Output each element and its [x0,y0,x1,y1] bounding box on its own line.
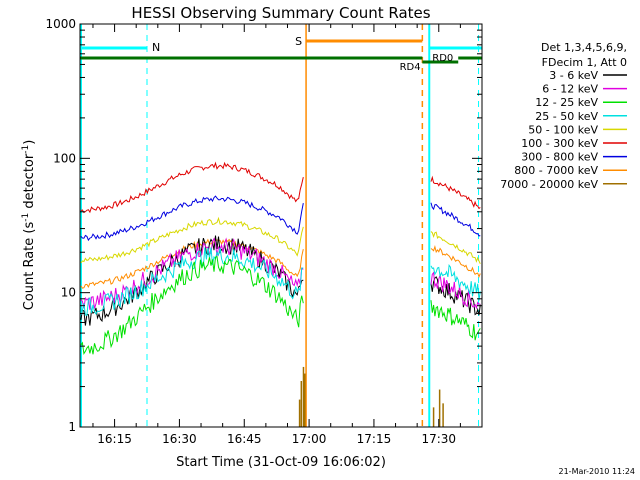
flag-bars: N S RD0 RD4 [80,24,482,427]
footer-date: 21-Mar-2010 11:24 [559,467,636,476]
x-tick-label: 17:00 [292,432,327,446]
x-tick-label: 17:30 [421,432,456,446]
legend-label: 300 - 800 keV [521,151,598,164]
y-label-sup: -1 [21,213,31,222]
series-line-early [80,235,304,326]
x-tick-label: 17:15 [357,432,392,446]
series-line-early [80,238,304,289]
series-line-late [430,271,481,310]
legend-label: 50 - 100 keV [528,123,598,136]
legend-label: 12 - 25 keV [535,96,598,109]
legend-label: 100 - 300 keV [521,137,598,150]
series-line-early [80,161,304,214]
rd4-label: RD4 [400,62,421,73]
x-tick-label: 16:45 [227,432,262,446]
legend-header: Det 1,3,4,5,6,9, [541,41,627,54]
legend-label: 3 - 6 keV [549,69,598,82]
y-axis-label: Count Rate (s-1 detector-1) [21,140,37,311]
series-line-late [430,245,481,279]
y-tick-label: 1000 [45,17,76,31]
legend-label: 7000 - 20000 keV [500,178,598,191]
legend: Det 1,3,4,5,6,9, FDecim 1, Att 0 3 - 6 k… [500,41,627,191]
legend-label: 6 - 12 keV [542,83,598,96]
y-tick-label: 100 [53,151,76,165]
series-line-late [430,202,481,237]
x-tick-label: 16:15 [97,432,132,446]
series-line-late [430,300,481,341]
x-axis-ticks: 16:15 16:30 16:45 17:00 17:15 17:30 [92,24,483,446]
y-label-part: Count Rate (s [22,222,37,311]
y-tick-label: 1 [68,420,76,434]
series-line-early [80,195,304,242]
series-line-late [430,175,481,210]
y-label-sup: -1 [21,145,31,154]
x-tick-label: 16:30 [162,432,197,446]
series-line-late [430,231,481,265]
y-label-part: ) [22,140,37,145]
series-lines [80,161,481,427]
legend-label: 25 - 50 keV [535,110,598,123]
series-line-early [80,247,304,316]
legend-label: 800 - 7000 keV [514,164,598,177]
plot-frame [79,23,483,428]
saa-label: S [295,35,302,48]
series-line-late [430,263,481,301]
x-axis-label: Start Time (31-Oct-09 16:06:02) [176,455,386,470]
y-label-part: detector [22,153,37,213]
y-tick-label: 10 [61,286,76,300]
rd0-label: RD0 [432,53,453,64]
series-line-early [80,216,304,264]
chart-title: HESSI Observing Summary Count Rates [131,4,430,22]
legend-header: FDecim 1, Att 0 [542,56,627,69]
series-line-early [80,255,304,356]
night-label: N [152,41,160,54]
y-axis-ticks: 1 10 100 1000 [45,17,482,434]
